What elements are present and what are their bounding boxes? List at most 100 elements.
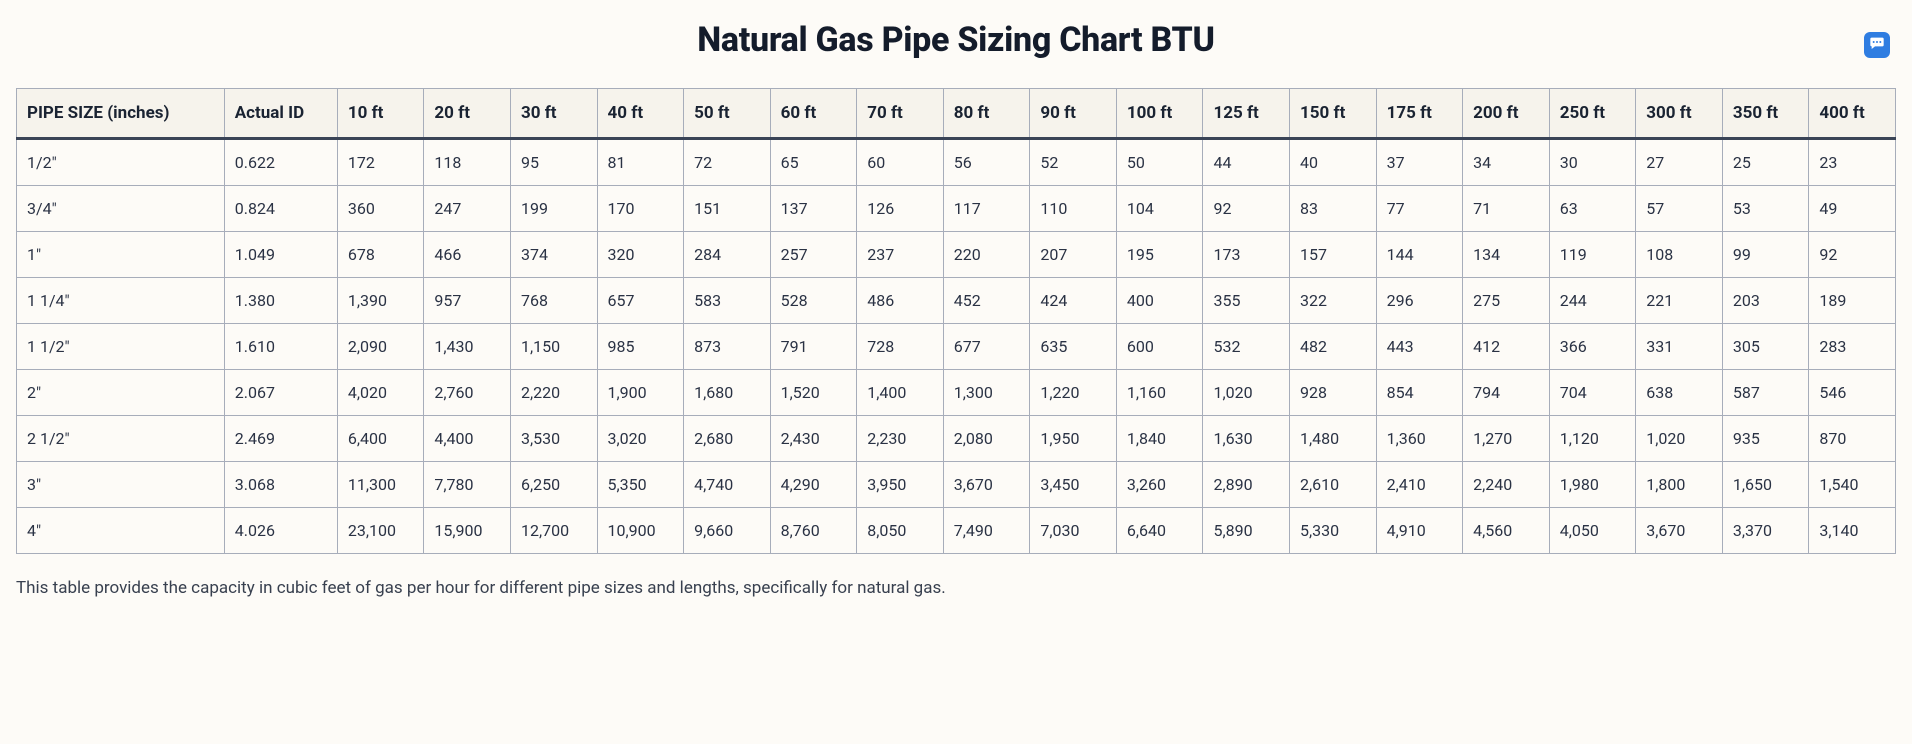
table-cell: 53 [1722,186,1809,232]
table-cell: 6,400 [337,416,424,462]
table-cell: 173 [1203,232,1290,278]
table-cell: 4,020 [337,370,424,416]
col-length: 20 ft [424,89,511,139]
table-cell: 83 [1290,186,1377,232]
table-cell: 2,080 [943,416,1030,462]
col-length: 60 ft [770,89,857,139]
table-cell: 7,780 [424,462,511,508]
table-cell: 678 [337,232,424,278]
table-cell: 928 [1290,370,1377,416]
table-cell: 10,900 [597,508,684,554]
col-length: 30 ft [510,89,597,139]
col-length: 10 ft [337,89,424,139]
table-cell: 1,020 [1203,370,1290,416]
table-cell: 1,630 [1203,416,1290,462]
table-cell: 3,950 [857,462,944,508]
table-cell: 412 [1463,324,1550,370]
table-cell: 466 [424,232,511,278]
table-cell: 657 [597,278,684,324]
table-cell: 4,910 [1376,508,1463,554]
col-length: 90 ft [1030,89,1117,139]
table-cell: 199 [510,186,597,232]
table-cell: 704 [1549,370,1636,416]
table-cell: 296 [1376,278,1463,324]
table-cell: 195 [1116,232,1203,278]
table-cell: 11,300 [337,462,424,508]
table-cell: 6,640 [1116,508,1203,554]
table-cell: 1,150 [510,324,597,370]
table-cell: 1" [17,232,225,278]
table-cell: 244 [1549,278,1636,324]
table-cell: 985 [597,324,684,370]
table-cell: 9,660 [684,508,771,554]
table-cell: 3,260 [1116,462,1203,508]
table-cell: 0.824 [224,186,337,232]
table-cell: 77 [1376,186,1463,232]
table-cell: 4,050 [1549,508,1636,554]
table-cell: 12,700 [510,508,597,554]
table-cell: 1,540 [1809,462,1896,508]
table-cell: 50 [1116,139,1203,186]
table-cell: 23,100 [337,508,424,554]
table-cell: 2,680 [684,416,771,462]
table-cell: 2,240 [1463,462,1550,508]
table-cell: 1,390 [337,278,424,324]
table-row: 3/4"0.8243602471991701511371261171101049… [17,186,1896,232]
table-cell: 600 [1116,324,1203,370]
table-cell: 1,680 [684,370,771,416]
table-row: 1 1/2"1.6102,0901,4301,15098587379172867… [17,324,1896,370]
col-length: 40 ft [597,89,684,139]
table-cell: 1,980 [1549,462,1636,508]
table-cell: 5,890 [1203,508,1290,554]
table-cell: 583 [684,278,771,324]
table-cell: 1,520 [770,370,857,416]
table-cell: 104 [1116,186,1203,232]
table-caption: This table provides the capacity in cubi… [16,578,1896,598]
table-cell: 1,160 [1116,370,1203,416]
table-cell: 1,900 [597,370,684,416]
table-cell: 1,950 [1030,416,1117,462]
table-cell: 443 [1376,324,1463,370]
table-cell: 157 [1290,232,1377,278]
table-cell: 189 [1809,278,1896,324]
sizing-table: PIPE SIZE (inches)Actual ID10 ft20 ft30 … [16,88,1896,554]
table-cell: 1,270 [1463,416,1550,462]
table-cell: 3,530 [510,416,597,462]
table-cell: 4,290 [770,462,857,508]
table-cell: 23 [1809,139,1896,186]
table-cell: 284 [684,232,771,278]
table-row: 2 1/2"2.4696,4004,4003,5303,0202,6802,43… [17,416,1896,462]
table-cell: 2,430 [770,416,857,462]
table-cell: 1,800 [1636,462,1723,508]
table-row: 1/2"0.6221721189581726560565250444037343… [17,139,1896,186]
support-badge[interactable] [1864,32,1890,58]
table-cell: 935 [1722,416,1809,462]
table-cell: 5,350 [597,462,684,508]
table-cell: 3.068 [224,462,337,508]
col-length: 70 ft [857,89,944,139]
table-cell: 283 [1809,324,1896,370]
table-cell: 118 [424,139,511,186]
table-cell: 81 [597,139,684,186]
table-cell: 635 [1030,324,1117,370]
table-cell: 151 [684,186,771,232]
table-cell: 728 [857,324,944,370]
table-cell: 1,020 [1636,416,1723,462]
table-cell: 322 [1290,278,1377,324]
col-length: 300 ft [1636,89,1723,139]
table-cell: 117 [943,186,1030,232]
table-cell: 92 [1809,232,1896,278]
chat-icon [1869,35,1885,55]
table-cell: 528 [770,278,857,324]
table-cell: 108 [1636,232,1723,278]
table-cell: 3,020 [597,416,684,462]
table-cell: 110 [1030,186,1117,232]
table-cell: 92 [1203,186,1290,232]
table-cell: 71 [1463,186,1550,232]
table-cell: 1,840 [1116,416,1203,462]
table-cell: 374 [510,232,597,278]
table-cell: 30 [1549,139,1636,186]
table-cell: 3/4" [17,186,225,232]
table-row: 1"1.049678466374320284257237220207195173… [17,232,1896,278]
col-pipe-size: PIPE SIZE (inches) [17,89,225,139]
